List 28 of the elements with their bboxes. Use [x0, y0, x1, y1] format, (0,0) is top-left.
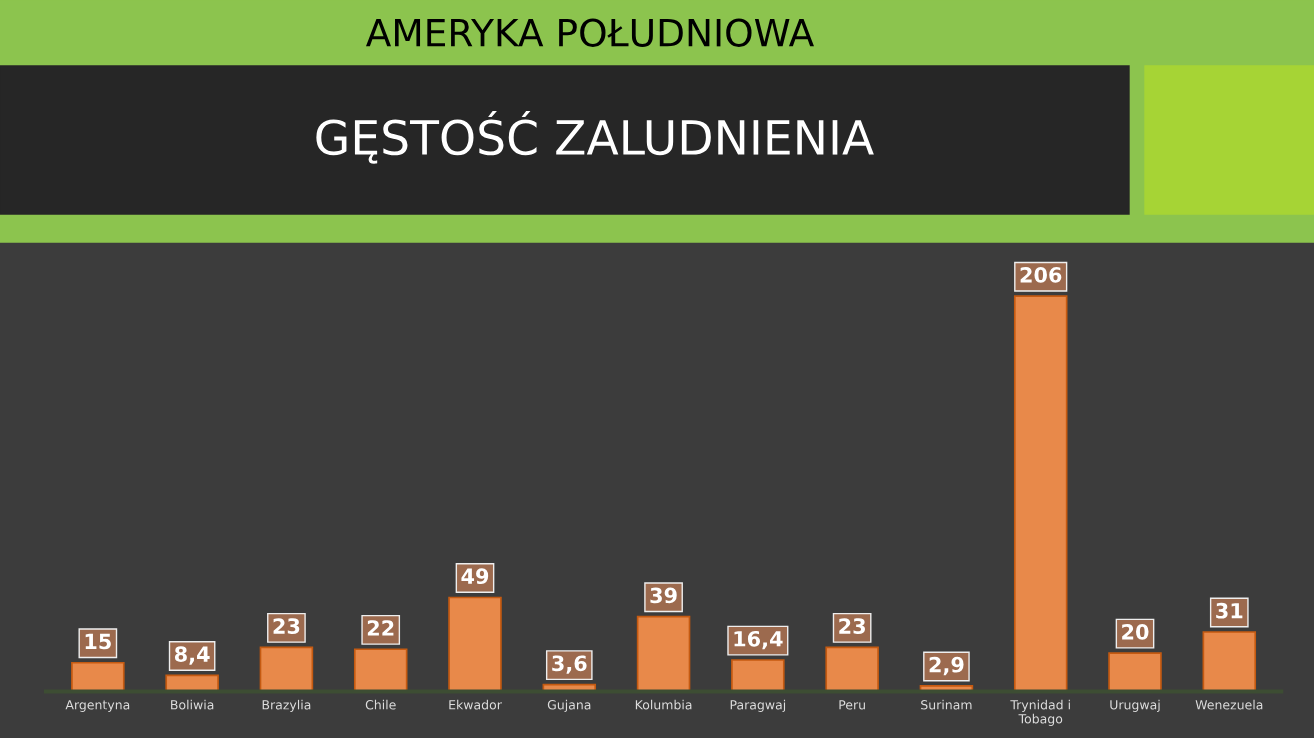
x-tick-label: Wenezuela	[1195, 699, 1263, 710]
chart-title: GĘSTOŚĆ ZALUDNIENIA	[316, 110, 874, 164]
data-label: 31	[1216, 602, 1243, 619]
data-label: 39	[650, 587, 677, 604]
x-tick-label: Argentyna	[65, 700, 130, 712]
x-tick-label: Surinam	[921, 699, 972, 710]
x-tick-label: Brazylia	[262, 699, 311, 712]
data-label: 8,4	[174, 646, 210, 665]
x-tick-label: Boliwia	[171, 699, 214, 710]
data-label: 15	[85, 633, 111, 650]
x-tick-label: Gujana	[547, 699, 591, 712]
x-tick-label: Ekwador	[449, 699, 502, 710]
data-label: 22	[367, 620, 394, 636]
data-label: 23	[839, 618, 865, 634]
x-tick-label: Paragwaj	[730, 699, 786, 712]
x-tick-label: Peru	[839, 700, 865, 710]
data-label: 49	[461, 568, 489, 585]
x-tick-label: Chile	[365, 699, 396, 710]
chart-subtitle: AMERYKA POŁUDNIOWA	[365, 18, 814, 47]
data-label: 2,9	[929, 656, 964, 676]
data-label: 3,6	[552, 655, 587, 674]
data-label: 23	[273, 618, 300, 634]
data-label: 16,4	[734, 630, 783, 650]
x-tick-label: Urugwaj	[1110, 699, 1160, 712]
x-tick-label: Trynidad i Tobago	[1010, 699, 1070, 726]
data-label: 206	[1020, 266, 1062, 283]
x-tick-label: Kolumbia	[635, 699, 692, 710]
data-label: 20	[1122, 623, 1149, 640]
